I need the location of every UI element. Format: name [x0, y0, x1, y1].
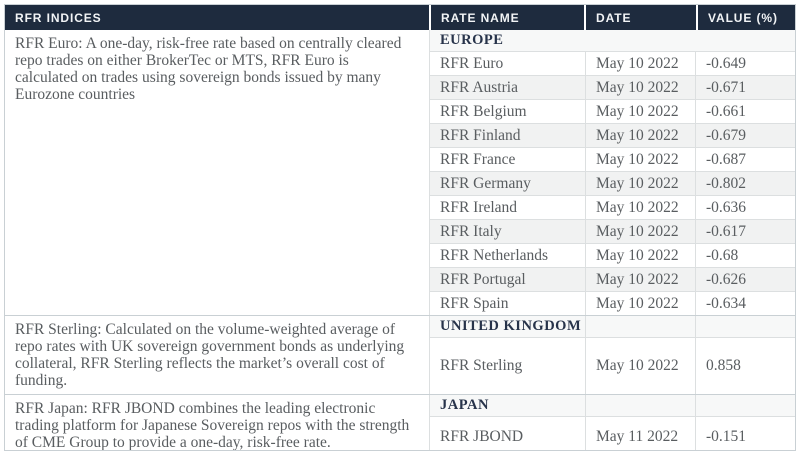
- rate-name-cell: RFR Spain: [440, 294, 509, 312]
- value-cell: -0.151: [695, 417, 795, 450]
- date-cell: May 11 2022: [585, 417, 695, 450]
- rate-name-cell: RFR JBOND: [440, 427, 524, 445]
- rate-row: RFR Portugal May 10 2022 -0.626: [430, 267, 795, 291]
- empty-date-cell: [585, 395, 695, 416]
- value-cell: -0.671: [695, 76, 795, 99]
- value-cell: -0.617: [695, 220, 795, 243]
- region-section: RFR Euro: A one-day, risk-free rate base…: [5, 30, 795, 315]
- region-header-row: JAPAN: [430, 395, 795, 416]
- region-header-row: EUROPE: [430, 30, 795, 51]
- rate-name-cell: RFR France: [440, 150, 516, 168]
- value-cell: -0.68: [695, 244, 795, 267]
- rate-name-column-header: RATE NAME: [431, 5, 584, 30]
- empty-value-cell: [695, 30, 795, 51]
- rate-name-cell: RFR Sterling: [440, 357, 523, 374]
- date-cell: May 10 2022: [585, 338, 695, 394]
- rate-row: RFR Netherlands May 10 2022 -0.68: [430, 243, 795, 267]
- rate-name-cell: RFR Belgium: [440, 102, 527, 120]
- index-description: RFR Euro: A one-day, risk-free rate base…: [5, 30, 430, 315]
- rate-name-cell: RFR Finland: [440, 126, 521, 144]
- date-cell: May 10 2022: [585, 196, 695, 219]
- rate-name-cell: RFR Euro: [440, 54, 504, 72]
- region-section: RFR Sterling: Calculated on the volume-w…: [5, 315, 795, 394]
- empty-date-cell: [585, 316, 695, 337]
- table-body: RFR Euro: A one-day, risk-free rate base…: [5, 30, 795, 450]
- date-cell: May 10 2022: [585, 268, 695, 291]
- rate-row: RFR Sterling May 10 2022 0.858: [430, 337, 795, 394]
- value-cell: -0.687: [695, 148, 795, 171]
- empty-value-cell: [695, 395, 795, 416]
- rate-name-cell: RFR Germany: [440, 174, 531, 192]
- value-cell: 0.858: [695, 338, 795, 394]
- index-description: RFR Sterling: Calculated on the volume-w…: [5, 316, 430, 394]
- date-cell: May 10 2022: [585, 244, 695, 267]
- rate-row: RFR Finland May 10 2022 -0.679: [430, 123, 795, 147]
- date-cell: May 10 2022: [585, 52, 695, 75]
- value-column-header: VALUE (%): [698, 5, 795, 30]
- empty-date-cell: [585, 30, 695, 51]
- rate-name-cell: RFR Portugal: [440, 270, 526, 288]
- region-label: JAPAN: [440, 397, 489, 413]
- value-cell: -0.661: [695, 100, 795, 123]
- value-cell: -0.634: [695, 292, 795, 315]
- rate-name-cell: RFR Italy: [440, 222, 502, 240]
- date-column-header: DATE: [586, 5, 696, 30]
- date-cell: May 10 2022: [585, 76, 695, 99]
- rate-row: RFR Euro May 10 2022 -0.649: [430, 51, 795, 75]
- rate-row: RFR Ireland May 10 2022 -0.636: [430, 195, 795, 219]
- rate-name-cell: RFR Netherlands: [440, 246, 549, 264]
- rate-row: RFR Italy May 10 2022 -0.617: [430, 219, 795, 243]
- date-cell: May 10 2022: [585, 124, 695, 147]
- rate-row: RFR Austria May 10 2022 -0.671: [430, 75, 795, 99]
- rate-name-cell: RFR Austria: [440, 78, 518, 96]
- value-cell: -0.649: [695, 52, 795, 75]
- value-cell: -0.626: [695, 268, 795, 291]
- rate-row: RFR Belgium May 10 2022 -0.661: [430, 99, 795, 123]
- rfr-indices-column-header: RFR INDICES: [5, 5, 429, 30]
- index-description: RFR Japan: RFR JBOND combines the leadin…: [5, 395, 430, 450]
- region-section: RFR Japan: RFR JBOND combines the leadin…: [5, 394, 795, 450]
- region-rows: EUROPE RFR Euro May 10 2022 -0.649 RFR Austr…: [430, 30, 795, 315]
- rate-row: RFR Spain May 10 2022 -0.634: [430, 291, 795, 315]
- region-rows: JAPAN RFR JBOND May 11 2022 -0.151: [430, 395, 795, 450]
- region-header-row: UNITED KINGDOM: [430, 316, 795, 337]
- date-cell: May 10 2022: [585, 100, 695, 123]
- date-cell: May 10 2022: [585, 292, 695, 315]
- date-cell: May 10 2022: [585, 172, 695, 195]
- empty-value-cell: [695, 316, 795, 337]
- value-cell: -0.679: [695, 124, 795, 147]
- rfr-indices-table: RFR INDICES RATE NAME DATE VALUE (%) RFR…: [4, 4, 796, 451]
- date-cell: May 10 2022: [585, 220, 695, 243]
- rate-row: RFR JBOND May 11 2022 -0.151: [430, 416, 795, 450]
- value-cell: -0.636: [695, 196, 795, 219]
- region-label: UNITED KINGDOM: [440, 318, 582, 334]
- rate-name-cell: RFR Ireland: [440, 198, 518, 216]
- region-label: EUROPE: [440, 32, 504, 48]
- value-cell: -0.802: [695, 172, 795, 195]
- region-rows: UNITED KINGDOM RFR Sterling May 10 2022 0.8…: [430, 316, 795, 394]
- date-cell: May 10 2022: [585, 148, 695, 171]
- rate-row: RFR Germany May 10 2022 -0.802: [430, 171, 795, 195]
- rate-row: RFR France May 10 2022 -0.687: [430, 147, 795, 171]
- table-header-row: RFR INDICES RATE NAME DATE VALUE (%): [5, 5, 795, 30]
